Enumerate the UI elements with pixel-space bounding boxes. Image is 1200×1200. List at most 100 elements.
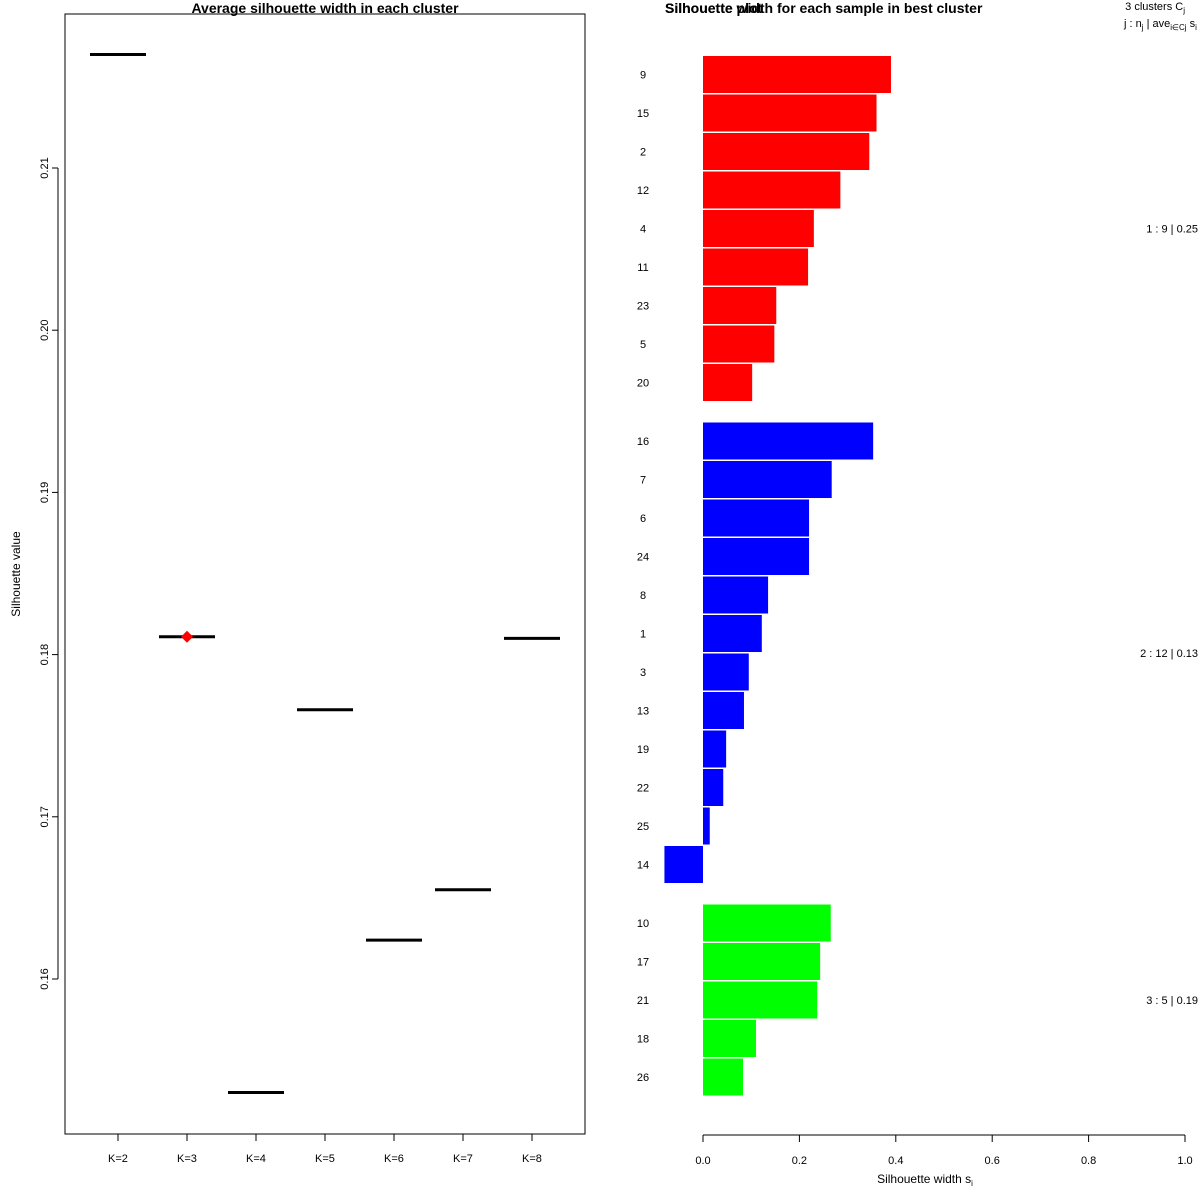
silhouette-bar [703, 499, 810, 537]
left-marks [90, 52, 560, 1095]
sample-label: 4 [640, 224, 646, 236]
y-tick-label: 0.20 [39, 319, 51, 340]
silhouette-bar [703, 730, 727, 768]
left-x-axis: K=2 K=3 K=4 K=5 K=6 K=7 K=8 [108, 1133, 542, 1165]
legend-header: 3 clusters Cj j : n j | avei∈Cj si [1123, 1, 1197, 32]
right-x-axis-label-sub: i [971, 1179, 973, 1188]
silhouette-bar [703, 981, 818, 1019]
sample-label: 16 [637, 436, 649, 448]
sample-label: 22 [637, 783, 649, 795]
silhouette-bar [703, 325, 775, 363]
legend-h2-s2: i∈Cj [1170, 23, 1187, 32]
legend-h2-s3: i [1195, 23, 1197, 32]
legend-header-line1: 3 clusters Cj [1125, 1, 1185, 15]
sample-label: 24 [637, 552, 649, 564]
x-tick-label: 1.0 [1177, 1155, 1192, 1167]
sample-label: 11 [637, 262, 648, 274]
silhouette-bar [703, 692, 744, 729]
cluster-summary-label: 1 : 9 | 0.25 [1146, 224, 1198, 236]
sample-label: 25 [637, 821, 649, 833]
x-tick-label: 0.2 [792, 1155, 807, 1167]
silhouette-bar [703, 364, 753, 401]
right-title: Silhouette width for each sample in best… [665, 0, 983, 16]
x-tick-label: 0.8 [1081, 1155, 1096, 1167]
sample-label: 23 [637, 301, 649, 313]
right-x-axis-label: Silhouette width si [877, 1172, 973, 1188]
left-y-axis: 0.16 0.17 0.18 0.19 0.20 0.21 [39, 157, 59, 990]
silhouette-bar [703, 904, 831, 942]
y-tick-label: 0.19 [39, 482, 51, 503]
x-tick-label: 0.6 [985, 1155, 1000, 1167]
sample-label: 17 [637, 957, 649, 969]
sample-label: 21 [637, 995, 649, 1007]
sample-label: 1 [640, 629, 646, 641]
silhouette-bar [703, 248, 809, 286]
sample-label: 9 [640, 70, 646, 82]
x-tick-label: K=3 [177, 1153, 197, 1165]
x-tick-label: K=5 [315, 1153, 335, 1165]
sample-label: 10 [637, 918, 649, 930]
legend-header-line2: j : nj | avei∈Cj si [1123, 18, 1197, 32]
silhouette-bar [703, 133, 870, 170]
silhouette-bar [703, 171, 841, 209]
silhouette-bar [703, 769, 724, 806]
silhouette-bar [664, 846, 703, 883]
silhouette-bar [703, 56, 891, 93]
legend-h2-t3: s [1187, 18, 1196, 30]
sample-label: 3 [640, 667, 646, 679]
right-x-axis: 0.0 0.2 0.4 0.6 0.8 1.0 [695, 1134, 1193, 1167]
sample-label: 8 [640, 590, 646, 602]
legend-h2-t2: | ave [1144, 18, 1171, 30]
silhouette-bar [703, 1020, 757, 1057]
legend-h2-t1: j : n [1123, 18, 1142, 30]
silhouette-bar [703, 94, 877, 132]
y-tick-label: 0.16 [39, 968, 51, 989]
sample-label: 15 [637, 108, 649, 120]
cluster-summary-label: 2 : 12 | 0.13 [1140, 648, 1198, 660]
x-tick-label: K=7 [453, 1153, 473, 1165]
sample-label: 13 [637, 706, 649, 718]
sample-label: 26 [637, 1072, 649, 1084]
left-panel: Average silhouette width in each cluster… [9, 0, 586, 1165]
right-title-underlay: Silhouette plot [665, 0, 763, 16]
sample-label: 7 [640, 475, 646, 487]
silhouette-bar [703, 461, 832, 498]
sample-label: 18 [637, 1034, 649, 1046]
sample-label: 5 [640, 339, 646, 351]
silhouette-bar [703, 210, 814, 247]
x-tick-label: K=8 [522, 1153, 542, 1165]
silhouette-bar [703, 1058, 744, 1096]
silhouette-bar [703, 538, 810, 575]
x-tick-label: 0.4 [888, 1155, 903, 1167]
silhouette-bar [703, 807, 710, 845]
sample-label: 6 [640, 513, 646, 525]
right-x-axis-label-text: Silhouette width s [877, 1172, 971, 1186]
sample-label: 14 [637, 860, 649, 872]
silhouette-bar [703, 576, 769, 614]
right-panel: Silhouette plot Silhouette width for eac… [637, 0, 1198, 1188]
silhouette-bar [703, 615, 762, 652]
silhouette-bar [703, 653, 749, 691]
best-k-marker [181, 630, 193, 643]
legend-header-line1-sub: j [1182, 6, 1185, 15]
sample-label: 19 [637, 744, 649, 756]
y-tick-label: 0.17 [39, 806, 51, 827]
silhouette-bar [703, 943, 821, 980]
silhouette-bar [703, 287, 777, 324]
sample-label: 2 [640, 147, 646, 159]
y-tick-label: 0.18 [39, 644, 51, 665]
x-tick-label: K=2 [108, 1153, 128, 1165]
sample-label: 20 [637, 378, 649, 390]
legend-header-line1-text: 3 clusters C [1125, 1, 1183, 13]
left-plot-box [64, 13, 586, 1135]
y-tick-label: 0.21 [39, 157, 51, 178]
x-tick-label: K=6 [384, 1153, 404, 1165]
silhouette-bar [703, 422, 874, 460]
sample-label: 12 [637, 185, 649, 197]
left-title: Average silhouette width in each cluster [191, 0, 459, 16]
left-y-axis-label: Silhouette value [9, 531, 23, 617]
cluster-summary-label: 3 : 5 | 0.19 [1146, 995, 1198, 1007]
x-tick-label: 0.0 [695, 1155, 710, 1167]
